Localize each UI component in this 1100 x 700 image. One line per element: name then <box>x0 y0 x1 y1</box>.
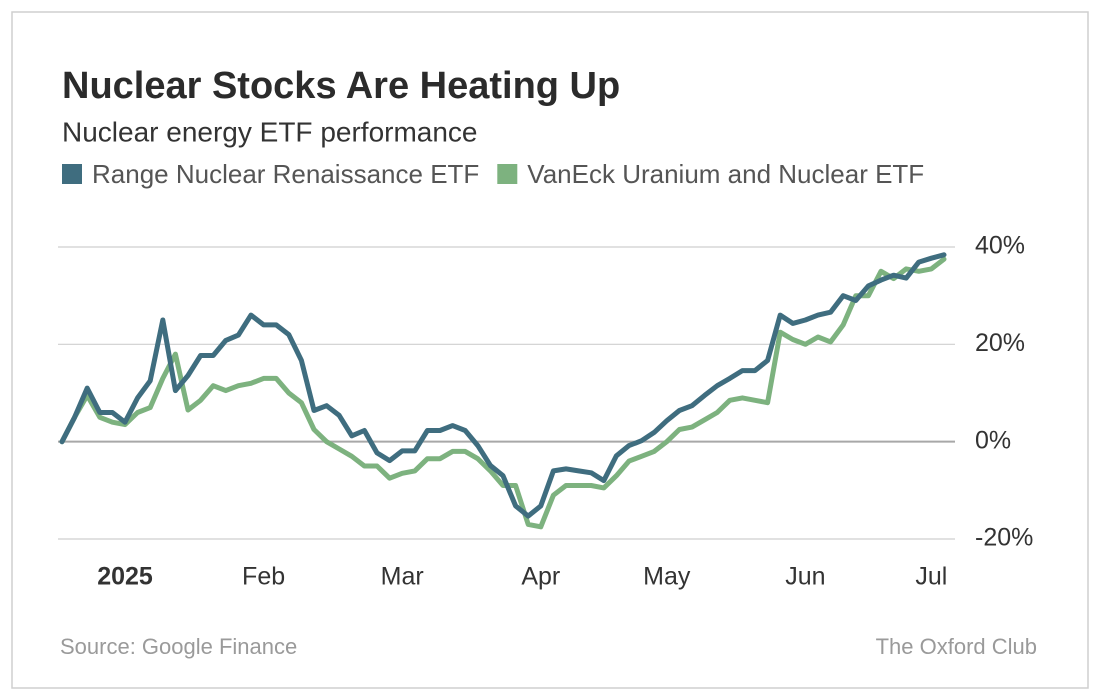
x-tick-label: May <box>643 563 691 591</box>
series-line <box>59 252 947 519</box>
legend-label: Range Nuclear Renaissance ETF <box>92 159 479 189</box>
legend-label: VanEck Uranium and Nuclear ETF <box>527 159 924 189</box>
y-tick-label: 40% <box>975 232 1025 260</box>
frame <box>11 11 1089 689</box>
x-tick-label: Mar <box>381 563 424 591</box>
x-tick-label: Jun <box>785 563 825 591</box>
x-tick-label: 2025 <box>97 563 153 591</box>
source: Source: Google Finance <box>60 634 297 659</box>
y-tick-label: 0% <box>975 426 1011 454</box>
x-tick-label: Jul <box>915 563 947 591</box>
credit: The Oxford Club <box>876 634 1037 659</box>
x-tick-label: Apr <box>521 563 560 591</box>
chart-title: Nuclear Stocks Are Heating Up <box>62 65 620 107</box>
y-tick-label: -20% <box>975 524 1033 552</box>
chart-subtitle: Nuclear energy ETF performance <box>62 116 478 147</box>
series-line <box>59 256 947 530</box>
legend-swatch <box>497 164 518 184</box>
y-tick-label: 20% <box>975 329 1025 357</box>
legend-swatch <box>62 164 82 184</box>
x-tick-label: Feb <box>242 563 285 591</box>
